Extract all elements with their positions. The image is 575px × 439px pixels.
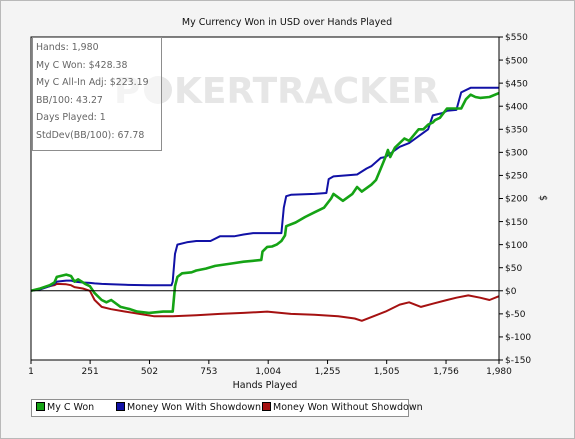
y-tick-label: $500 xyxy=(505,56,528,66)
stats-box: Hands: 1,980 My C Won: $428.38 My C All-… xyxy=(32,37,162,151)
stat-all-in-adj: My C All-In Adj: $223.19 xyxy=(36,77,149,89)
x-axis-label: Hands Played xyxy=(233,380,298,391)
chart-legend: My C Won Money Won With Showdown Money W… xyxy=(31,399,423,417)
y-tick-label: $150 xyxy=(505,218,528,228)
x-tick-label: 1,756 xyxy=(433,367,459,377)
y-tick-label: $100 xyxy=(505,241,528,251)
x-tick-label: 502 xyxy=(141,367,158,377)
stat-stddev: StdDev(BB/100): 67.78 xyxy=(36,129,145,141)
stat-hands: Hands: 1,980 xyxy=(36,42,99,53)
y-tick-label: $400 xyxy=(505,102,528,112)
legend-label-my-c-won: My C Won xyxy=(47,402,95,413)
legend-item-my-c-won: My C Won xyxy=(36,402,94,415)
y-tick-label: $-150 xyxy=(505,356,531,366)
y-tick-label: $250 xyxy=(505,172,528,182)
y-tick-label: $-100 xyxy=(505,333,531,343)
legend-item-with-showdown: Money Won With Showdown xyxy=(116,402,261,415)
x-tick-label: 1 xyxy=(28,367,34,377)
x-tick-label: 753 xyxy=(200,367,217,377)
chart-title: My Currency Won in USD over Hands Played xyxy=(182,17,392,28)
x-tick-label: 251 xyxy=(82,367,99,377)
x-tick-label: 1,004 xyxy=(255,367,281,377)
watermark-text-rest: KERTRACKER xyxy=(174,71,439,112)
x-tick-label: 1,980 xyxy=(486,367,512,377)
y-tick-label: $-50 xyxy=(505,310,526,320)
y-tick-label: $200 xyxy=(505,195,528,205)
legend-label-with-showdown: Money Won With Showdown xyxy=(127,402,262,413)
x-tick-label: 1,505 xyxy=(374,367,400,377)
stat-days-played: Days Played: 1 xyxy=(36,112,106,124)
legend-label-without-showdown: Money Won Without Showdown xyxy=(273,402,423,413)
y-tick-label: $50 xyxy=(505,264,522,274)
series-line-my-c-won xyxy=(30,91,500,315)
y-tick-label: $300 xyxy=(505,149,528,159)
stat-won: My C Won: $428.38 xyxy=(36,59,128,71)
y-tick-label: $0 xyxy=(505,287,517,297)
legend-swatch-my-c-won xyxy=(36,402,45,411)
series-lines xyxy=(30,86,500,322)
y-tick-label: $450 xyxy=(505,79,528,89)
legend-item-without-showdown: Money Won Without Showdown xyxy=(262,402,423,415)
legend-swatch-with-showdown xyxy=(116,402,125,411)
stat-bb100: BB/100: 43.27 xyxy=(36,94,103,106)
x-tick-label: 1,255 xyxy=(315,367,341,377)
legend-swatch-without-showdown xyxy=(262,402,271,411)
y-axis-label: $ xyxy=(537,195,548,201)
y-tick-label: $350 xyxy=(505,125,528,135)
axis-ticks: 1 251 502 753 1,004 1,255 1,505 1,756 1,980$-150… xyxy=(28,33,531,377)
y-tick-label: $550 xyxy=(505,33,528,43)
series-line-money-won-without-showdown xyxy=(30,282,500,322)
